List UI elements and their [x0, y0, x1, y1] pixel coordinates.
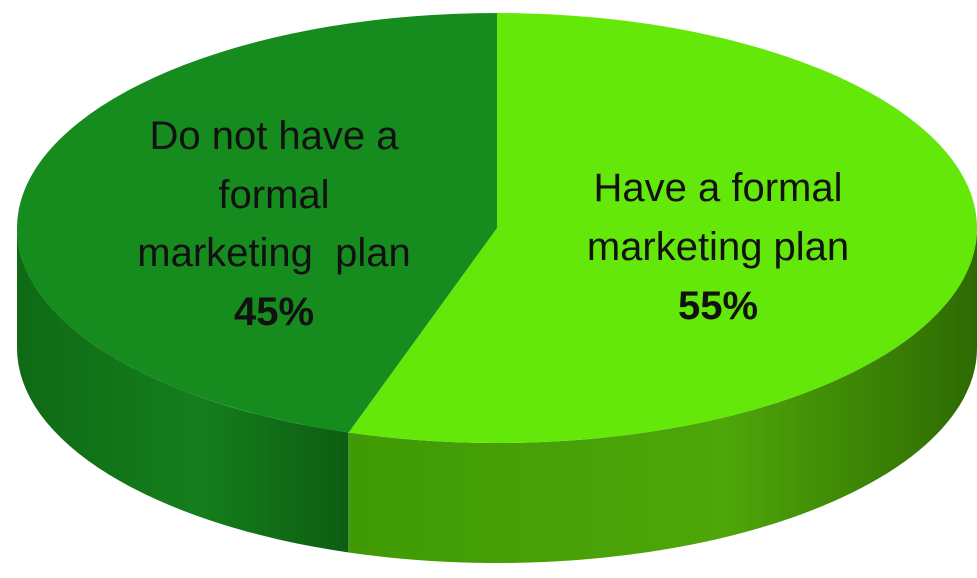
slice-label-have-plan-line-1: Have a formal — [594, 166, 843, 210]
slice-label-no-plan-line-2: formal — [218, 173, 329, 217]
slice-top-have-plan — [348, 13, 977, 443]
pie-labels: Have a formal marketing plan 55% Do not … — [137, 114, 849, 334]
slice-label-have-plan-line-2: marketing plan — [587, 225, 849, 269]
pie-tops — [17, 13, 977, 443]
slice-side-no-plan — [17, 228, 349, 553]
slice-label-no-plan-line-3: marketing plan — [137, 231, 410, 275]
slice-side-have-plan — [348, 228, 977, 563]
slice-value-have-plan: 55% — [678, 284, 758, 328]
slice-label-no-plan-line-1: Do not have a — [149, 114, 399, 158]
slice-top-no-plan — [17, 13, 498, 433]
pie-sides — [17, 228, 977, 563]
slice-value-no-plan: 45% — [234, 290, 314, 334]
